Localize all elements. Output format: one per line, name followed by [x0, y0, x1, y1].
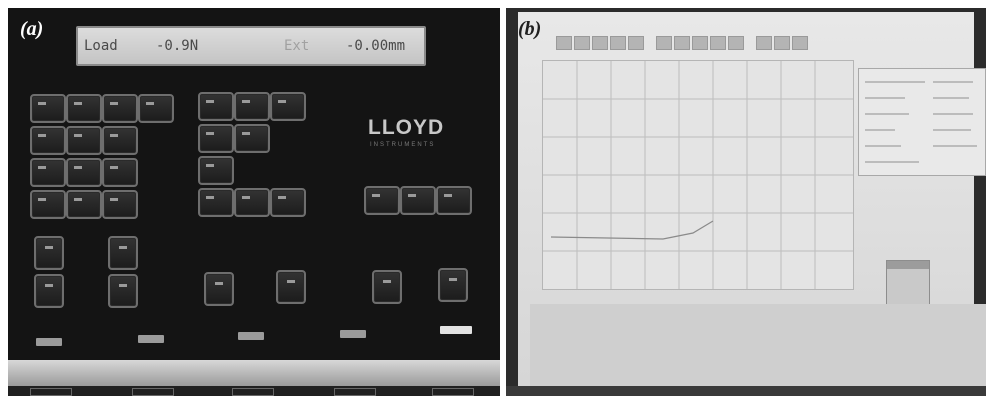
panel-bottom-strip: [8, 360, 500, 386]
toolbar-button[interactable]: [574, 36, 590, 50]
lcd-load-value: -0.9N: [156, 38, 199, 54]
software-toolbar: [556, 36, 826, 50]
indicator-slot: [36, 338, 62, 346]
screen-lower-area: [530, 304, 986, 390]
test-curve: [550, 220, 714, 240]
jog-down-key[interactable]: [34, 274, 64, 308]
toolbar-button[interactable]: [656, 36, 672, 50]
function-key[interactable]: [198, 92, 234, 121]
jog-key[interactable]: [108, 274, 138, 308]
figure-label-b: (b): [518, 18, 542, 40]
panel-bottom-bar: [8, 386, 500, 396]
toolbar-button[interactable]: [792, 36, 808, 50]
toolbar-button[interactable]: [592, 36, 608, 50]
softkey[interactable]: [132, 388, 174, 396]
softkey[interactable]: [232, 388, 274, 396]
keypad-key[interactable]: [30, 94, 66, 123]
toolbar-button[interactable]: [674, 36, 690, 50]
toolbar-button[interactable]: [710, 36, 726, 50]
mode-key[interactable]: [364, 186, 400, 215]
softkey[interactable]: [432, 388, 474, 396]
toolbar-button[interactable]: [628, 36, 644, 50]
run-control-key[interactable]: [276, 270, 306, 304]
function-key[interactable]: [234, 92, 270, 121]
lcd-load-label: Load: [84, 38, 118, 54]
function-key[interactable]: [198, 188, 234, 217]
keypad-key[interactable]: [30, 126, 66, 155]
toolbar-button[interactable]: [692, 36, 708, 50]
dialog-title-bar[interactable]: [887, 261, 929, 269]
plot-grid: [543, 61, 853, 289]
softkey[interactable]: [334, 388, 376, 396]
indicator-slot: [440, 326, 472, 334]
lcd-extension-label: Ext: [284, 38, 310, 54]
figure-label-a: (a): [20, 18, 44, 40]
keypad-key[interactable]: [66, 190, 102, 219]
lloyd-logo-subtitle: INSTRUMENTS: [370, 142, 436, 148]
keypad-key[interactable]: [138, 94, 174, 123]
keypad-key[interactable]: [66, 126, 102, 155]
toolbar-button[interactable]: [728, 36, 744, 50]
toolbar-button[interactable]: [556, 36, 572, 50]
monitor-photo: (b): [506, 8, 986, 396]
function-key[interactable]: [270, 92, 306, 121]
function-key[interactable]: [198, 124, 234, 153]
keypad-key[interactable]: [102, 94, 138, 123]
keypad-key[interactable]: [102, 126, 138, 155]
lcd-display: Load -0.9N Ext -0.00mm: [76, 26, 426, 66]
toolbar-button[interactable]: [774, 36, 790, 50]
keypad-photo: (a) Load -0.9N Ext -0.00mm LLOYD INSTRUM…: [8, 8, 500, 396]
keypad-key[interactable]: [30, 190, 66, 219]
keypad-key[interactable]: [102, 190, 138, 219]
function-key[interactable]: [198, 156, 234, 185]
keypad-key[interactable]: [66, 94, 102, 123]
toolbar-button[interactable]: [610, 36, 626, 50]
lcd-extension-value: -0.00mm: [346, 38, 406, 54]
function-key[interactable]: [234, 124, 270, 153]
jog-key[interactable]: [108, 236, 138, 270]
results-panel: [858, 68, 986, 176]
run-control-key[interactable]: [204, 272, 234, 306]
monitor-screen: [518, 12, 986, 390]
indicator-slot: [340, 330, 366, 338]
run-control-key[interactable]: [372, 270, 402, 304]
mode-key[interactable]: [436, 186, 472, 215]
mode-key[interactable]: [400, 186, 436, 215]
softkey[interactable]: [30, 388, 72, 396]
function-key[interactable]: [234, 188, 270, 217]
keypad-key[interactable]: [102, 158, 138, 187]
jog-up-key[interactable]: [34, 236, 64, 270]
monitor-bezel: [506, 386, 986, 396]
toolbar-button[interactable]: [756, 36, 772, 50]
lloyd-logo: LLOYD: [368, 116, 445, 139]
keypad-key[interactable]: [30, 158, 66, 187]
plot-area: [542, 60, 854, 290]
function-key[interactable]: [270, 188, 306, 217]
run-control-key[interactable]: [438, 268, 468, 302]
indicator-slot: [138, 335, 164, 343]
keypad-key[interactable]: [66, 158, 102, 187]
indicator-slot: [238, 332, 264, 340]
